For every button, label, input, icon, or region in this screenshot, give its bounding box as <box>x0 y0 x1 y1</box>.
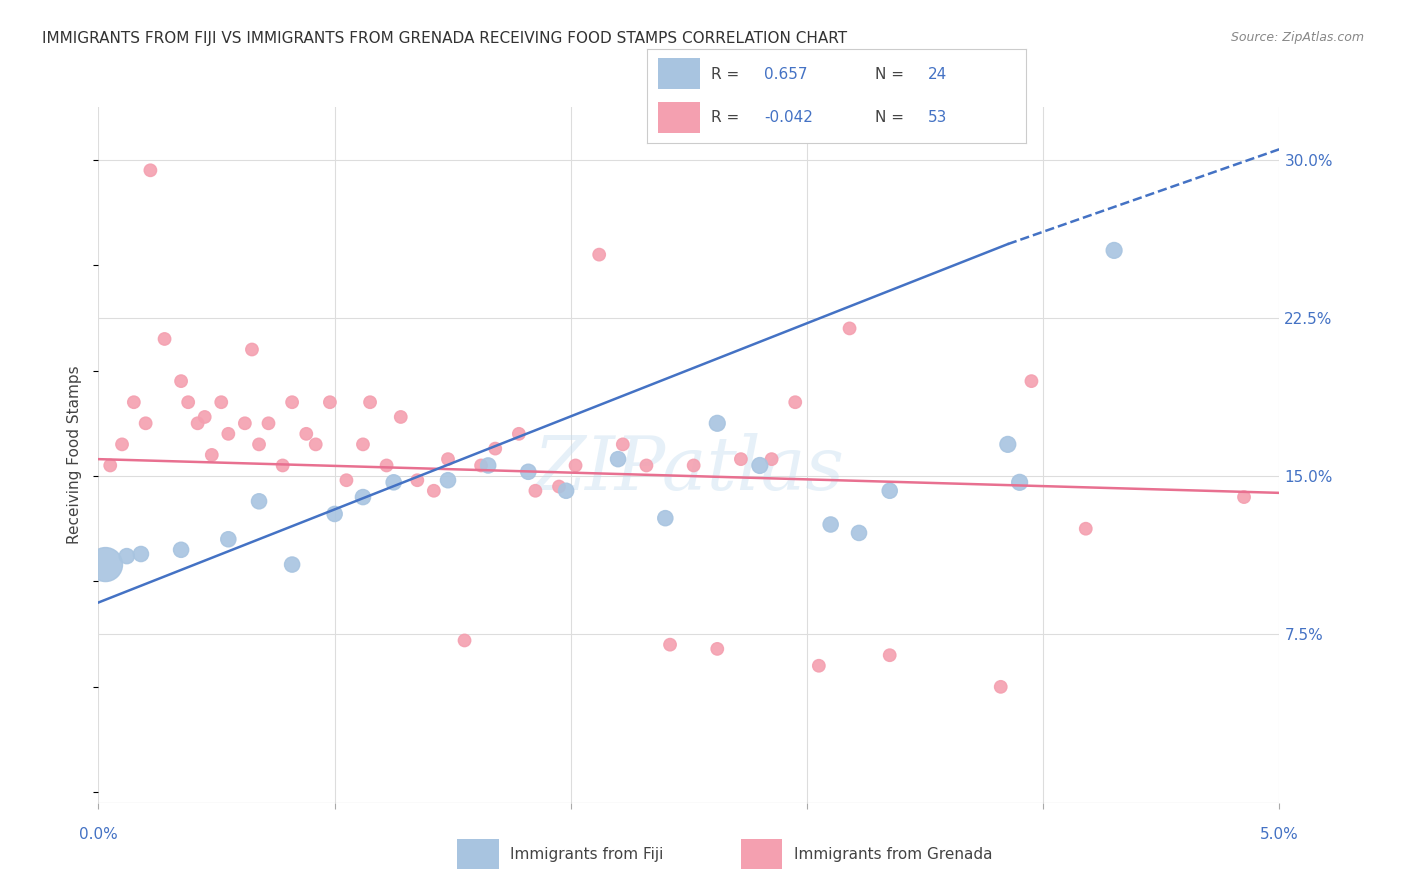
Text: IMMIGRANTS FROM FIJI VS IMMIGRANTS FROM GRENADA RECEIVING FOOD STAMPS CORRELATIO: IMMIGRANTS FROM FIJI VS IMMIGRANTS FROM … <box>42 31 848 46</box>
Point <box>209 395 232 409</box>
Point <box>217 426 239 441</box>
Point <box>271 458 294 473</box>
Point <box>305 437 328 451</box>
Point <box>382 475 405 490</box>
Point <box>879 483 901 498</box>
Point <box>375 458 398 473</box>
Point <box>139 163 162 178</box>
Text: 0.657: 0.657 <box>765 67 808 82</box>
Point <box>807 658 830 673</box>
Point <box>517 465 540 479</box>
Point <box>194 409 217 424</box>
Text: Source: ZipAtlas.com: Source: ZipAtlas.com <box>1230 31 1364 45</box>
Text: -0.042: -0.042 <box>765 110 813 125</box>
Point <box>135 417 157 431</box>
Point <box>659 638 682 652</box>
Point <box>607 452 630 467</box>
Point <box>484 442 506 456</box>
Point <box>848 525 870 540</box>
Point <box>453 633 475 648</box>
Point <box>217 533 239 547</box>
Point <box>352 437 374 451</box>
Point <box>555 483 578 498</box>
Point <box>359 395 381 409</box>
Point <box>879 648 901 663</box>
Point <box>437 452 460 467</box>
Text: Immigrants from Grenada: Immigrants from Grenada <box>794 847 993 862</box>
Text: N =: N = <box>875 110 908 125</box>
Point <box>548 479 571 493</box>
Point <box>122 395 145 409</box>
Text: 24: 24 <box>928 67 946 82</box>
Point <box>785 395 807 409</box>
FancyBboxPatch shape <box>741 839 782 869</box>
Point <box>94 558 117 572</box>
FancyBboxPatch shape <box>457 839 499 869</box>
Point <box>820 517 842 532</box>
Point <box>352 490 374 504</box>
Point <box>115 549 138 563</box>
Point <box>201 448 224 462</box>
Point <box>1074 522 1097 536</box>
Text: R =: R = <box>711 67 744 82</box>
Text: 5.0%: 5.0% <box>1260 827 1299 841</box>
Point <box>524 483 547 498</box>
Text: N =: N = <box>875 67 908 82</box>
Point <box>240 343 263 357</box>
Point <box>437 473 460 487</box>
Point <box>1233 490 1256 504</box>
Point <box>990 680 1012 694</box>
Point <box>1008 475 1031 490</box>
Point <box>111 437 134 451</box>
Text: R =: R = <box>711 110 744 125</box>
Point <box>706 641 728 656</box>
Y-axis label: Receiving Food Stamps: Receiving Food Stamps <box>67 366 83 544</box>
Point <box>247 494 270 508</box>
FancyBboxPatch shape <box>658 103 700 134</box>
Point <box>730 452 752 467</box>
Point <box>612 437 634 451</box>
Point <box>406 473 429 487</box>
Text: ZIPatlas: ZIPatlas <box>533 433 845 505</box>
Point <box>281 558 304 572</box>
Text: 0.0%: 0.0% <box>79 827 118 841</box>
Point <box>588 247 610 261</box>
Text: Immigrants from Fiji: Immigrants from Fiji <box>510 847 664 862</box>
Point <box>1021 374 1043 388</box>
Point <box>761 452 783 467</box>
Point <box>170 374 193 388</box>
Point <box>508 426 530 441</box>
Point <box>233 417 256 431</box>
Point <box>1102 244 1125 258</box>
Point <box>257 417 280 431</box>
Point <box>247 437 270 451</box>
Point <box>295 426 318 441</box>
Point <box>187 417 209 431</box>
Point <box>323 507 346 521</box>
Point <box>423 483 446 498</box>
Point <box>682 458 704 473</box>
Point <box>335 473 357 487</box>
Point <box>477 458 499 473</box>
Point <box>129 547 152 561</box>
Point <box>470 458 492 473</box>
Point <box>706 417 728 431</box>
Point <box>98 458 121 473</box>
Point <box>636 458 658 473</box>
Point <box>748 458 770 473</box>
Point <box>997 437 1019 451</box>
Point <box>153 332 176 346</box>
FancyBboxPatch shape <box>658 59 700 89</box>
Text: 53: 53 <box>928 110 948 125</box>
Point <box>281 395 304 409</box>
Point <box>389 409 412 424</box>
Point <box>564 458 586 473</box>
Point <box>654 511 676 525</box>
Point <box>319 395 342 409</box>
Point <box>838 321 860 335</box>
Point <box>177 395 200 409</box>
Point <box>170 542 193 557</box>
